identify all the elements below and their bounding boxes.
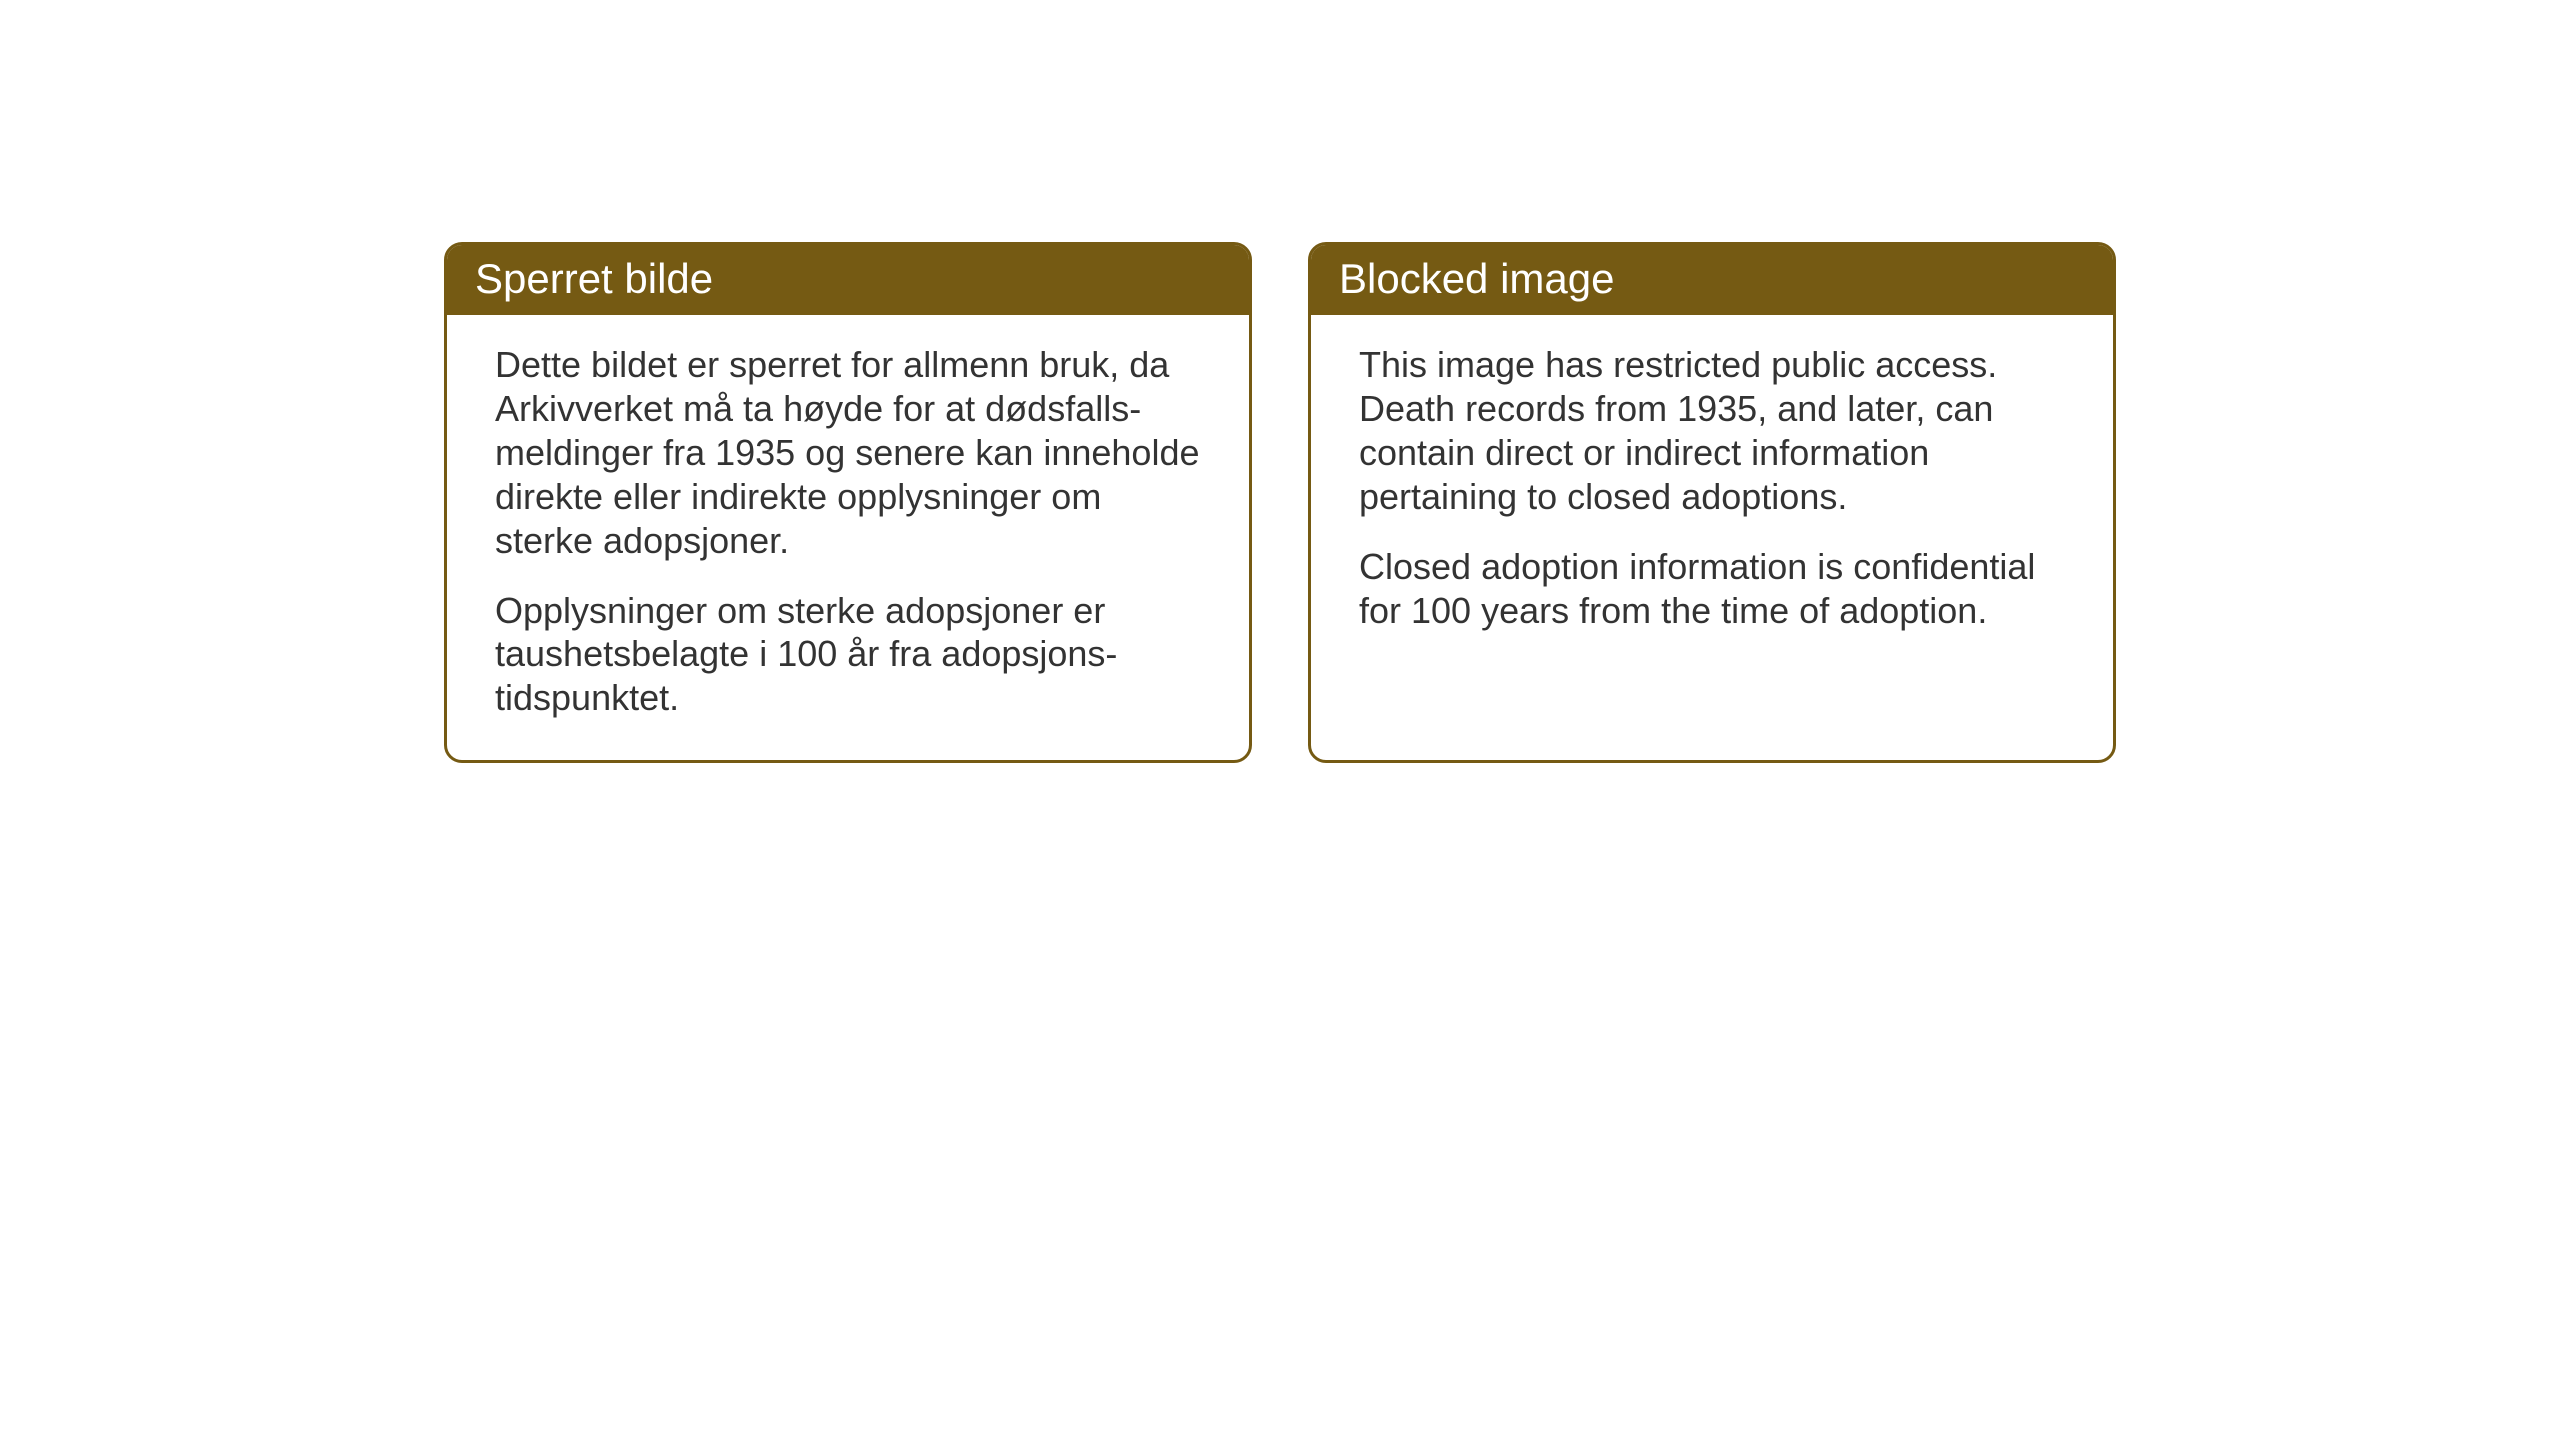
english-paragraph-2: Closed adoption information is confident…	[1359, 545, 2065, 633]
norwegian-card-body: Dette bildet er sperret for allmenn bruk…	[447, 315, 1249, 760]
english-card-body: This image has restricted public access.…	[1311, 315, 2113, 672]
english-paragraph-1: This image has restricted public access.…	[1359, 343, 2065, 519]
english-notice-card: Blocked image This image has restricted …	[1308, 242, 2116, 763]
norwegian-card-title: Sperret bilde	[447, 245, 1249, 315]
notice-cards-container: Sperret bilde Dette bildet er sperret fo…	[444, 242, 2116, 763]
norwegian-paragraph-1: Dette bildet er sperret for allmenn bruk…	[495, 343, 1201, 563]
norwegian-paragraph-2: Opplysninger om sterke adopsjoner er tau…	[495, 589, 1201, 721]
norwegian-notice-card: Sperret bilde Dette bildet er sperret fo…	[444, 242, 1252, 763]
english-card-title: Blocked image	[1311, 245, 2113, 315]
